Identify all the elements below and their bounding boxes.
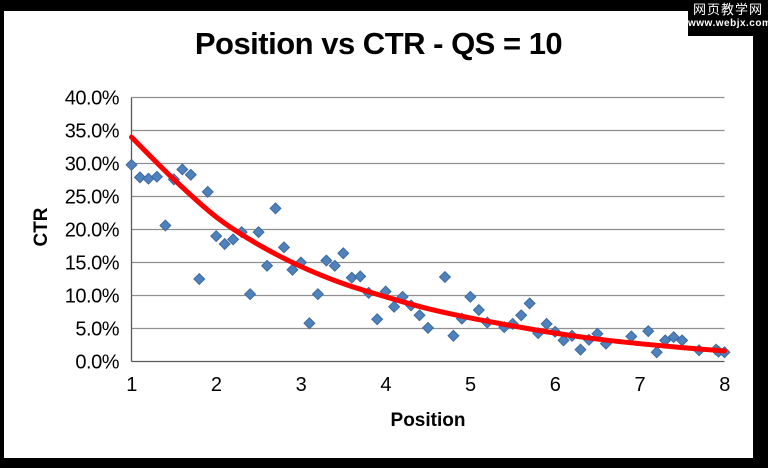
x-axis-title: Position — [390, 410, 466, 431]
scatter-point — [125, 158, 138, 171]
frame-right-border — [753, 0, 768, 468]
scatter-point — [667, 330, 680, 344]
y-tick-label: 35.0% — [65, 121, 120, 143]
trendline — [129, 134, 727, 354]
scatter-point — [515, 309, 528, 322]
x-tick-label: 8 — [719, 374, 730, 396]
scatter-point — [354, 270, 367, 283]
scatter-point — [252, 226, 265, 239]
y-tick-label: 10.0% — [65, 286, 120, 308]
scatter-point — [184, 168, 197, 181]
x-tick-label: 4 — [380, 374, 391, 396]
y-tick-label: 30.0% — [65, 154, 120, 176]
scatter-point — [243, 288, 257, 301]
watermark-site-url: www.webjx.com — [688, 18, 768, 29]
x-tick-label: 2 — [211, 374, 222, 396]
y-tick-label: 15.0% — [65, 253, 120, 275]
scatter-point — [421, 321, 435, 334]
frame-bottom-border — [0, 458, 768, 468]
y-tick-label: 5.0% — [75, 319, 119, 341]
scatter-point — [210, 229, 223, 243]
scatter-point — [464, 290, 477, 303]
scatter-point — [201, 185, 214, 198]
x-tick-label: 5 — [465, 374, 476, 396]
scatter-point — [328, 259, 341, 272]
scatter-point — [277, 241, 291, 254]
scatter-point — [150, 170, 164, 183]
scatter-point — [447, 329, 460, 342]
scatter-point — [159, 219, 172, 232]
watermark: 网页教学网 www.webjx.com — [688, 0, 768, 36]
scatter-point — [574, 343, 587, 356]
scatter-point — [650, 346, 663, 359]
scatter-point — [193, 272, 206, 286]
scatter-point — [642, 325, 655, 338]
y-tick-label: 0.0% — [75, 352, 119, 374]
scatter-point — [142, 172, 155, 185]
watermark-site-name: 网页教学网 — [692, 2, 763, 17]
scatter-point — [311, 288, 324, 301]
y-tick-label: 20.0% — [65, 220, 120, 242]
scatter-point — [413, 309, 426, 322]
scatter-point — [438, 270, 452, 284]
scatter-point — [176, 163, 189, 176]
x-tick-label: 1 — [126, 374, 137, 396]
frame-top-border — [0, 0, 768, 11]
scatter-point — [227, 233, 240, 246]
scatter-point — [523, 297, 536, 310]
scatter-point — [337, 247, 350, 260]
x-tick-label: 3 — [296, 374, 307, 396]
scatter-point — [218, 237, 231, 251]
x-tick-label: 6 — [550, 374, 561, 396]
scatter-point — [303, 317, 316, 330]
scatter-point — [269, 202, 282, 215]
scatter-point — [388, 300, 401, 313]
y-tick-label: 40.0% — [65, 88, 120, 110]
scatter-point — [133, 171, 147, 184]
scatter-point — [540, 317, 553, 330]
scatter-point — [260, 259, 274, 272]
scatter-point — [557, 334, 570, 347]
y-tick-label: 25.0% — [65, 187, 120, 209]
frame-left-border — [0, 0, 4, 468]
scatter-point — [371, 313, 384, 326]
scatter-point — [472, 303, 485, 317]
chart-title: Position vs CTR - QS = 10 — [194, 26, 563, 61]
scatter-point — [320, 254, 333, 267]
x-tick-label: 7 — [634, 374, 645, 396]
scatter-point — [286, 263, 299, 276]
